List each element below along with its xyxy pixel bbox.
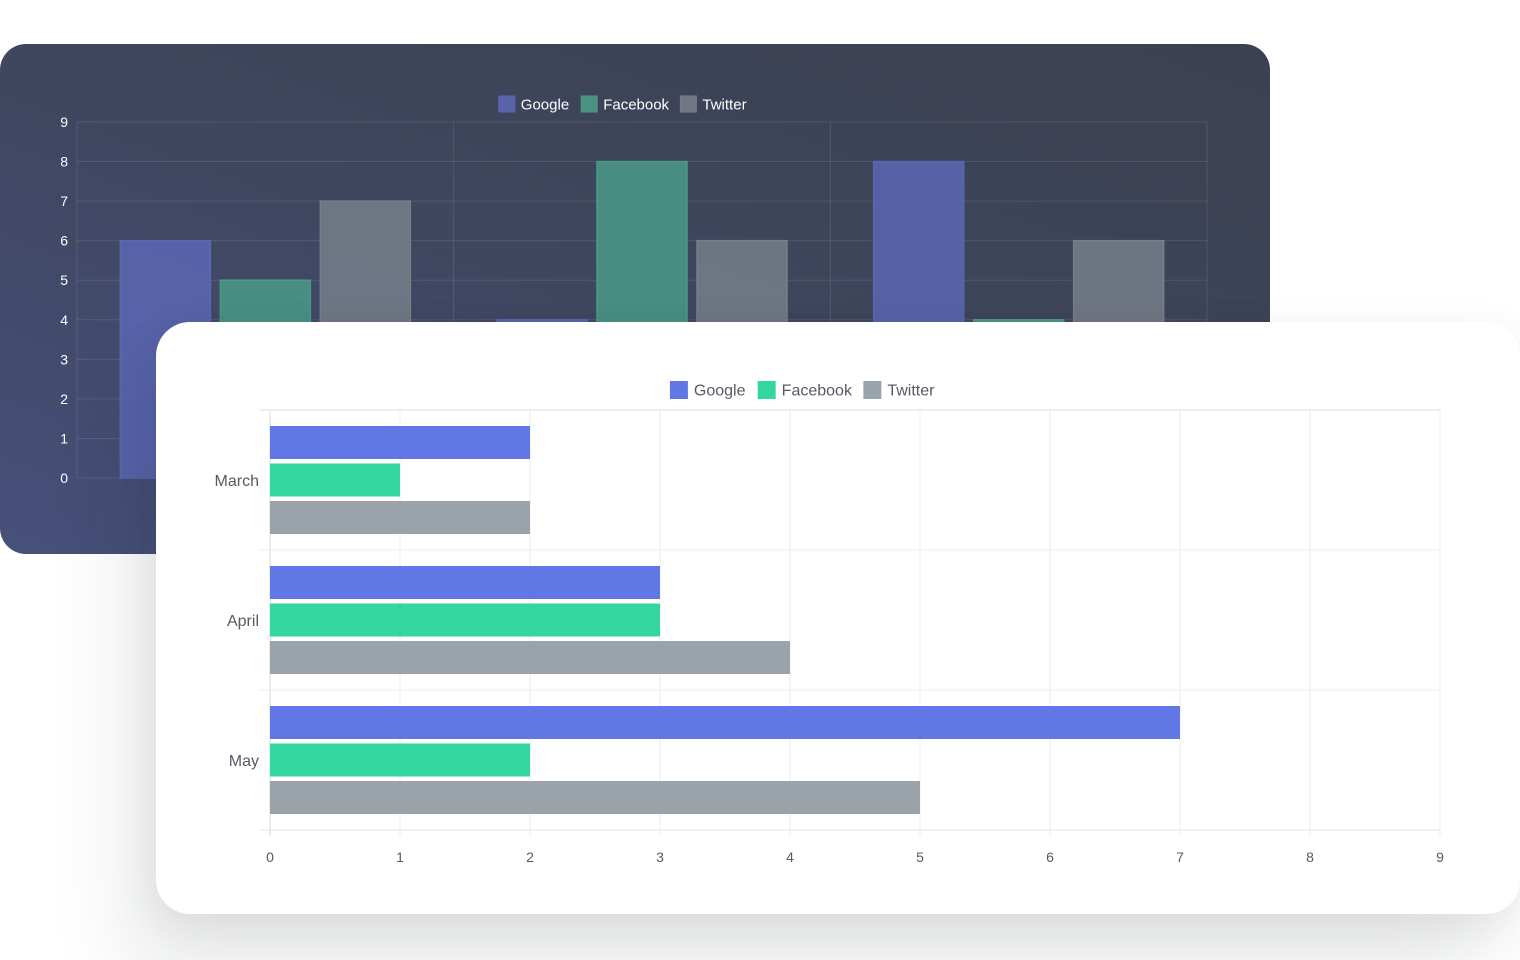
light-x-tick-8: 8 (1306, 849, 1314, 865)
dark-legend-swatch-0 (498, 95, 516, 113)
light-x-tick-7: 7 (1176, 849, 1184, 865)
dark-legend-swatch-1 (580, 95, 598, 113)
dark-legend-label-1: Facebook (603, 96, 669, 113)
light-legend-label-1: Facebook (782, 383, 853, 400)
light-chart-card: 0 1 2 3 4 5 6 7 8 9 March April May Google Facebook Twi… (156, 322, 1520, 914)
light-legend-label-0: Google (694, 383, 746, 400)
light-bar-facebook-march (270, 463, 400, 497)
dark-y-tick-3: 3 (60, 351, 68, 367)
light-legend-swatch-0 (669, 381, 688, 399)
light-category-label-may: May (229, 753, 259, 770)
light-legend-label-2: Twitter (887, 383, 935, 400)
light-x-tick-6: 6 (1046, 849, 1054, 865)
light-x-tick-2: 2 (526, 849, 534, 865)
light-x-tick-5: 5 (916, 849, 924, 865)
light-x-tick-9: 9 (1436, 849, 1444, 865)
light-bar-google-april (270, 566, 660, 599)
dark-legend-label-0: Google (521, 96, 569, 113)
light-category-label-march: March (215, 473, 259, 490)
light-legend-swatch-1 (757, 381, 776, 399)
dark-y-tick-5: 5 (60, 272, 68, 288)
light-bar-google-march (270, 426, 530, 459)
light-x-tick-4: 4 (786, 849, 794, 865)
dark-y-tick-4: 4 (60, 312, 68, 328)
dark-y-tick-2: 2 (60, 391, 68, 407)
dark-legend-swatch-2 (679, 95, 697, 113)
light-x-tick-1: 1 (396, 849, 404, 865)
light-bar-facebook-may (270, 743, 530, 777)
dark-y-tick-6: 6 (60, 233, 68, 249)
dark-y-tick-8: 8 (60, 154, 68, 170)
light-x-tick-0: 0 (266, 849, 274, 865)
dark-y-tick-9: 9 (60, 114, 68, 130)
light-legend-swatch-2 (863, 381, 882, 399)
dark-y-tick-1: 1 (60, 430, 68, 446)
light-bar-google-may (270, 706, 1180, 739)
dark-y-tick-0: 0 (60, 470, 68, 486)
dark-legend-label-2: Twitter (702, 96, 746, 113)
light-x-tick-3: 3 (656, 849, 664, 865)
light-horizontal-bar-chart: 0 1 2 3 4 5 6 7 8 9 March April May Google Facebook Twi… (215, 381, 1444, 865)
light-bar-twitter-may (270, 781, 920, 814)
light-bar-twitter-march (270, 501, 530, 534)
light-category-label-april: April (227, 613, 259, 630)
dark-y-tick-7: 7 (60, 193, 68, 209)
light-bar-twitter-april (270, 641, 790, 674)
light-bar-facebook-april (270, 603, 660, 637)
